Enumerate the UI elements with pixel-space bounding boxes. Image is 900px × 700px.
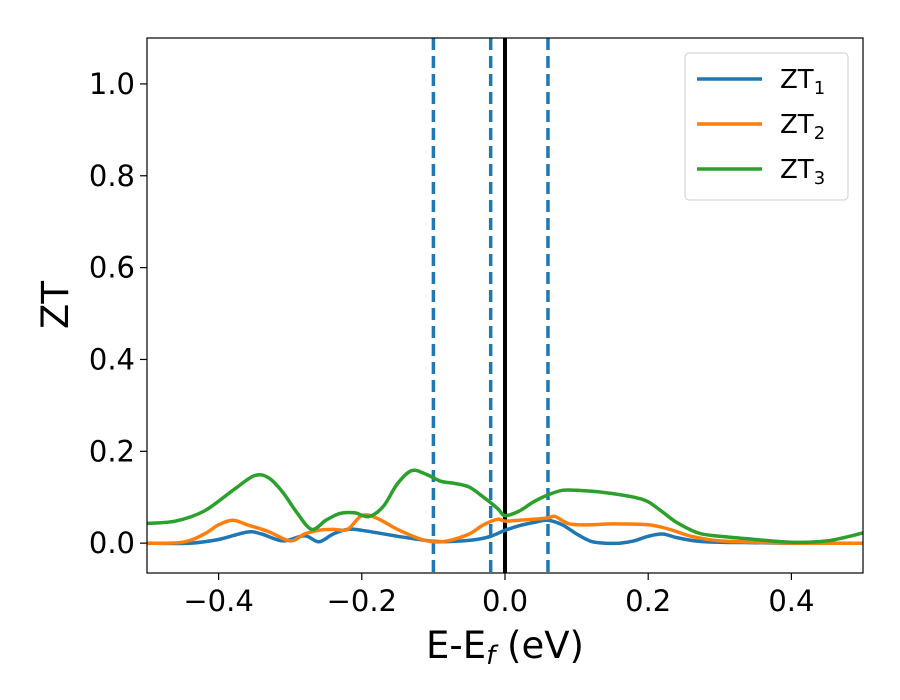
series-line-zt2 <box>147 513 863 545</box>
x-axis-title-rest: (eV) <box>495 624 584 667</box>
x-tick-label: 0.0 <box>482 584 528 618</box>
x-axis-title-main: E-E <box>426 624 486 667</box>
y-tick-label: 0.6 <box>89 251 135 285</box>
x-tick-label: −0.4 <box>183 584 253 618</box>
y-tick-label: 0.4 <box>89 342 135 376</box>
y-axis: 0.0 0.2 0.4 0.6 0.8 1.0 <box>89 67 147 560</box>
legend-box <box>684 52 849 201</box>
series-line-zt3 <box>147 468 863 545</box>
reference-lines <box>431 38 550 573</box>
y-tick-label: 0.0 <box>89 526 135 560</box>
y-tick-label: 0.8 <box>89 159 135 193</box>
legend-label-zt1: ZT1 <box>780 65 825 99</box>
legend-label-zt2: ZT2 <box>780 110 825 144</box>
x-axis-title: E-Ef (eV) <box>426 624 584 671</box>
legend: ZT1 ZT2 ZT3 <box>684 52 849 201</box>
legend-label-zt3: ZT3 <box>780 155 825 189</box>
series-layer <box>147 468 863 546</box>
x-tick-label: 0.2 <box>625 584 671 618</box>
y-tick-label: 1.0 <box>89 67 135 101</box>
x-tick-label: −0.2 <box>327 584 397 618</box>
x-tick-label: 0.4 <box>768 584 814 618</box>
y-tick-label: 0.2 <box>89 434 135 468</box>
x-axis: −0.4 −0.2 0.0 0.2 0.4 <box>183 573 814 618</box>
y-axis-title: ZT <box>34 281 77 329</box>
